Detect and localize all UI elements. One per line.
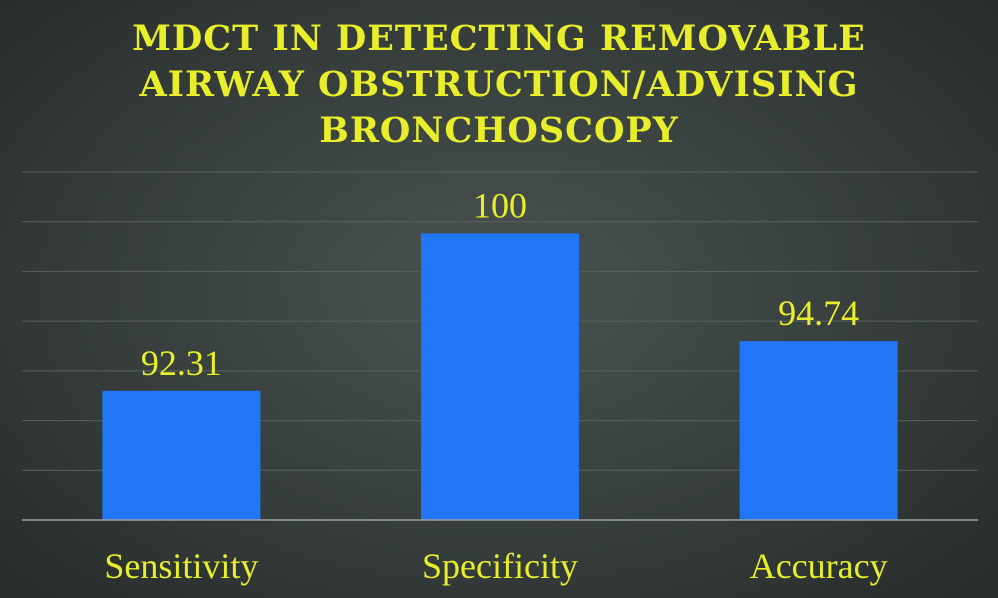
bar-specificity bbox=[421, 233, 579, 521]
bars bbox=[102, 233, 898, 521]
category-tick-labels: Sensitivity Specificity Accuracy bbox=[104, 546, 887, 586]
data-label-accuracy: 94.74 bbox=[778, 293, 859, 333]
tick-label-sensitivity: Sensitivity bbox=[104, 546, 258, 586]
bar-sensitivity bbox=[102, 390, 261, 520]
data-label-sensitivity: 92.31 bbox=[141, 343, 222, 383]
chart-title-line-1: MDCT IN DETECTING REMOVABLE bbox=[132, 18, 866, 59]
data-labels: 92.31 100 94.74 bbox=[141, 185, 859, 382]
bar-accuracy bbox=[739, 341, 898, 520]
tick-label-specificity: Specificity bbox=[422, 546, 578, 586]
chart-title: MDCT IN DETECTING REMOVABLE AIRWAY OBSTR… bbox=[0, 16, 998, 154]
chart-title-line-2: AIRWAY OBSTRUCTION/ADVISING bbox=[139, 64, 859, 105]
data-label-specificity: 100 bbox=[473, 185, 527, 225]
chart-title-line-3: BRONCHOSCOPY bbox=[319, 110, 679, 151]
tick-label-accuracy: Accuracy bbox=[750, 546, 888, 586]
